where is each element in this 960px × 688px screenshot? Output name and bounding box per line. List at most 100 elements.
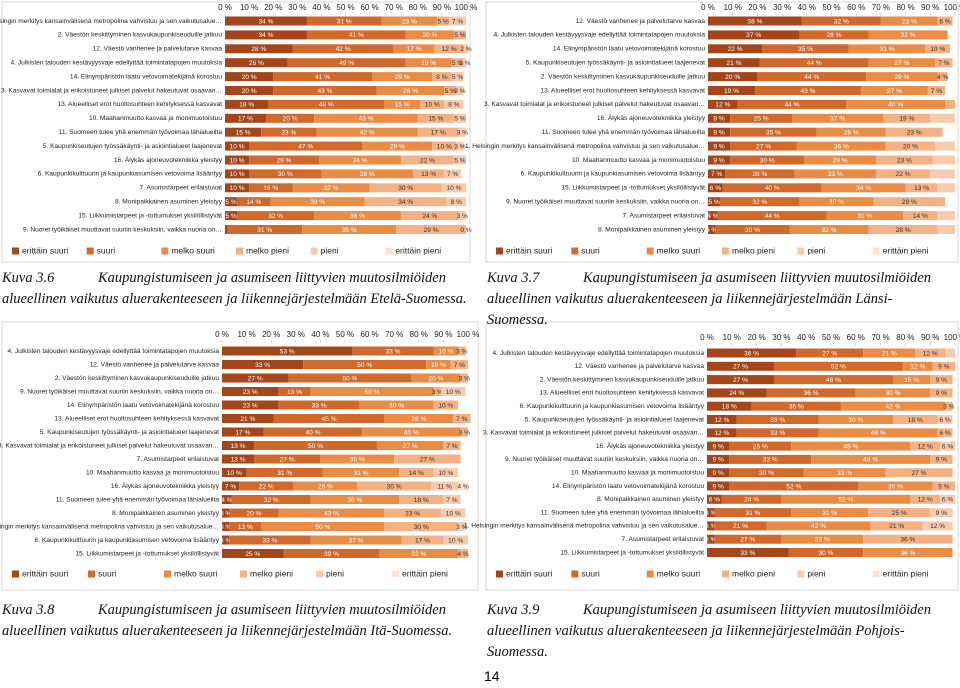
- bar-segment: [883, 113, 931, 123]
- value-label: 4 %: [457, 483, 468, 490]
- x-tick-label: 60 %: [360, 330, 378, 339]
- value-label: 10 %: [227, 470, 242, 477]
- x-tick-label: 40 %: [311, 330, 329, 339]
- bar-segment: [903, 211, 938, 221]
- value-label: 36 %: [347, 497, 362, 504]
- value-label: 30 %: [745, 227, 760, 234]
- legend-swatch: [571, 570, 579, 578]
- category-label: 16. Älykäs ajoneuvotekniikka yleistyy: [111, 482, 220, 490]
- x-tick-label: 60 %: [847, 333, 865, 342]
- bar-segment: [288, 373, 412, 383]
- bar-segment: [885, 127, 943, 137]
- value-label: 18 %: [908, 417, 923, 424]
- bar-segment: [937, 183, 955, 193]
- value-label: 30 %: [819, 550, 834, 557]
- value-label: 28 %: [752, 171, 767, 178]
- value-label: 5 %: [454, 157, 465, 164]
- x-tick-label: 0 %: [701, 3, 715, 12]
- category-label: 8. Monipaikkainen asuminen yleistyy: [115, 198, 223, 205]
- bar-segment: [868, 225, 938, 234]
- x-tick-label: 0 %: [218, 3, 232, 12]
- value-label: 43 %: [317, 88, 332, 95]
- bar-segment: [754, 86, 862, 95]
- category-label: 7. Asumistarpeet erilaistuvat: [140, 185, 223, 192]
- value-label: 31 %: [257, 227, 272, 234]
- bar-segment: [801, 16, 881, 26]
- value-label: 3 %: [705, 536, 716, 543]
- value-label: 33 %: [770, 417, 785, 424]
- x-tick-label: 100 %: [944, 333, 960, 342]
- bar-segment: [362, 427, 461, 437]
- bar-segment: [441, 183, 466, 193]
- legend-swatch: [496, 570, 503, 578]
- legend-label: melko suuri: [171, 245, 215, 255]
- value-label: 37 %: [830, 116, 845, 123]
- x-tick-label: 50 %: [822, 3, 840, 12]
- legend-label: melko pieni: [250, 568, 293, 578]
- bar-segment: [930, 113, 955, 123]
- bar-segment: [707, 415, 737, 424]
- bar-segment: [246, 468, 323, 477]
- value-label: 27 %: [756, 143, 771, 150]
- bar-segment: [762, 44, 849, 54]
- bar-segment: [420, 99, 445, 109]
- value-label: 29 %: [424, 227, 439, 234]
- bar-segment: [453, 30, 466, 40]
- value-label: 27 %: [912, 470, 927, 477]
- value-label: 8 %: [448, 102, 459, 109]
- value-label: 7 %: [225, 483, 236, 490]
- value-label: 12 %: [714, 430, 729, 437]
- category-label: 13. Alueelliset erot huoltosuhteen kehit…: [539, 390, 704, 397]
- value-label: 39 %: [342, 227, 357, 234]
- bar-segment: [816, 127, 886, 137]
- legend-swatch: [722, 570, 729, 578]
- value-label: 15 %: [428, 116, 443, 123]
- bar-segment: [394, 454, 461, 464]
- value-label: 29 %: [277, 157, 292, 164]
- bar-segment: [707, 428, 737, 438]
- value-label: 40 %: [888, 102, 903, 109]
- caption: Kaupungistumiseen ja asumiseen liittyvie…: [2, 602, 453, 639]
- value-label: 19 %: [899, 116, 914, 123]
- figure-label: Kuva 3.9: [487, 602, 540, 618]
- bar-segment: [433, 400, 459, 410]
- value-label: 53 %: [280, 348, 295, 355]
- legend-swatch: [240, 570, 247, 578]
- value-label: 30 %: [885, 390, 900, 397]
- bar-segment: [449, 16, 466, 26]
- x-tick-label: 10 %: [723, 333, 741, 342]
- bar-segment: [225, 211, 238, 221]
- value-label: 30 %: [350, 456, 365, 463]
- bar-segment: [384, 508, 441, 518]
- bar-segment: [937, 415, 953, 424]
- bar-segment: [225, 58, 288, 68]
- value-label: 50 %: [308, 443, 323, 450]
- value-label: 22 %: [728, 46, 743, 53]
- value-label: 27 %: [894, 60, 909, 67]
- value-label: 32 %: [411, 551, 426, 558]
- bar-segment: [222, 427, 264, 437]
- value-label: 28 %: [844, 129, 859, 136]
- bar-segment: [791, 508, 869, 518]
- value-label: 23 %: [243, 402, 258, 409]
- legend-swatch: [316, 570, 323, 578]
- bar-segment: [451, 72, 464, 82]
- bar-segment: [225, 225, 228, 234]
- value-label: 40 %: [765, 185, 780, 192]
- bar-segment: [412, 169, 445, 179]
- value-label: 8 %: [436, 74, 447, 81]
- value-label: 31 %: [857, 213, 872, 220]
- bar-segment: [940, 494, 955, 504]
- bar-segment: [730, 113, 792, 123]
- bar-segment: [927, 86, 946, 95]
- value-label: 48 %: [826, 377, 841, 384]
- bar-segment: [292, 183, 370, 193]
- value-label: 13 %: [421, 171, 436, 178]
- x-tick-label: 20 %: [748, 3, 766, 12]
- x-tick-label: 30 %: [287, 330, 305, 339]
- bar-segment: [905, 183, 938, 193]
- value-label: 31 %: [880, 46, 895, 53]
- value-label: 52 %: [786, 483, 801, 490]
- bar-segment: [893, 375, 931, 385]
- value-label: 32 %: [264, 497, 279, 504]
